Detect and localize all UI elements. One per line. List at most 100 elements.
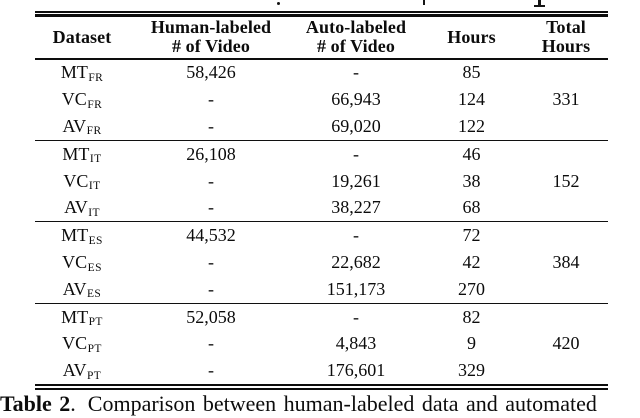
human-labeled-count-cell: 52,058 <box>186 306 236 327</box>
dataset-cell: AV IT <box>35 194 129 221</box>
hours-cell: 82 <box>462 306 481 327</box>
dataset-label: MT PT <box>61 306 103 329</box>
dataset-cell: MT PT <box>35 304 129 331</box>
dataset-label: VC PT <box>62 333 102 355</box>
dataset-name: MT <box>60 62 88 83</box>
cropped-text-fragment <box>423 0 425 5</box>
rule-line <box>35 11 608 13</box>
dataset-label: AV PT <box>63 360 102 382</box>
auto-labeled-count-cell: - <box>353 143 359 164</box>
dataset-language-subscript: PT <box>88 316 103 329</box>
dataset-label: MT FR <box>60 62 104 84</box>
hours-cell: 270 <box>458 278 485 299</box>
table-row: MT PT 52,058 - 82 <box>35 304 608 331</box>
rule-line <box>35 14 608 17</box>
dataset-label: VC FR <box>62 89 103 111</box>
dataset-language-subscript: ES <box>86 288 102 301</box>
dataset-cell: MT FR <box>35 60 129 87</box>
auto-labeled-count-cell: 66,943 <box>331 89 381 110</box>
table-row: AV FR - 69,020 122 <box>35 113 608 140</box>
auto-labeled-count-cell: - <box>353 306 359 327</box>
dataset-language-subscript: PT <box>87 342 102 355</box>
dataset-name: VC <box>63 170 89 191</box>
header-cell: Auto-labeled # of Video <box>293 17 419 58</box>
total-hours-cell: 152 <box>552 170 580 191</box>
cropped-text-fragment <box>538 0 541 6</box>
hours-cell: 329 <box>458 360 485 381</box>
dataset-language-subscript: PT <box>86 369 102 382</box>
table-header-row: Dataset Human-labeled # of Video Auto-label… <box>35 17 608 58</box>
hours-cell: 68 <box>462 197 481 218</box>
human-labeled-count-cell: - <box>208 115 214 136</box>
total-hours-empty-cell <box>524 113 608 140</box>
table-body: MT FR 58,426-85 VC FR -66,943 124 331 AV FR -69,02… <box>35 60 608 384</box>
table-row: AV PT - 176,601 329 <box>35 357 608 384</box>
header-line: Hours <box>541 36 591 57</box>
hours-cell: 122 <box>458 115 485 136</box>
group-separator-rule <box>35 221 608 223</box>
dataset-cell: VC PT <box>35 331 129 358</box>
dataset-label: AV FR <box>62 116 101 138</box>
header-line: # of Video <box>316 36 395 57</box>
human-labeled-count-cell: - <box>208 170 214 191</box>
auto-labeled-count-cell: 176,601 <box>326 360 386 381</box>
auto-labeled-count-cell: 151,173 <box>326 278 386 299</box>
dataset-label: MT IT <box>62 144 101 166</box>
dataset-language-subscript: IT <box>88 180 101 193</box>
human-labeled-count-cell: - <box>208 89 214 110</box>
dataset-language-subscript: ES <box>88 234 103 247</box>
auto-labeled-count-cell: 22,682 <box>331 252 381 273</box>
total-hours-cell: 420 <box>552 333 580 354</box>
header-line: # of Video <box>171 36 250 57</box>
auto-labeled-count-cell: 19,261 <box>331 170 381 191</box>
auto-labeled-count-cell: - <box>353 62 359 83</box>
dataset-label: VC IT <box>63 170 101 193</box>
table-row: VC PT - 4,843 9 420 <box>35 331 608 358</box>
header-cell: Hours <box>419 17 524 58</box>
total-hours-empty-cell <box>524 194 608 221</box>
human-labeled-count-cell: 26,108 <box>186 143 236 164</box>
human-labeled-count-cell: - <box>208 278 214 299</box>
dataset-cell: VC IT <box>35 168 129 195</box>
dataset-language-subscript: FR <box>88 71 104 84</box>
rule-line <box>35 388 608 390</box>
total-hours-empty-cell <box>524 357 608 384</box>
caption-label: Table 2 <box>0 391 71 416</box>
dataset-cell: MT IT <box>35 141 129 168</box>
human-labeled-count-cell: 58,426 <box>186 62 236 83</box>
total-hours-empty-cell <box>524 222 608 249</box>
table-row: VC ES - 22,682 42 384 <box>35 249 608 276</box>
table-row: AV IT - 38,227 68 <box>35 194 608 221</box>
dataset-name: AV <box>64 197 88 218</box>
human-labeled-count-cell: - <box>208 252 214 273</box>
total-hours-empty-cell <box>524 141 608 168</box>
header-line: Human-labeled <box>150 17 272 38</box>
human-labeled-count-cell: 44,532 <box>186 225 236 246</box>
hours-cell: 42 <box>462 252 481 273</box>
data-table: Dataset Human-labeled # of Video Auto-label… <box>35 11 608 390</box>
dataset-label: VC ES <box>62 252 102 274</box>
total-hours-empty-cell <box>524 60 608 87</box>
total-hours-empty-cell <box>524 304 608 331</box>
group-separator-rule <box>35 139 608 142</box>
header-cell: Human-labeled # of Video <box>129 17 293 58</box>
header-line: Dataset <box>52 26 112 47</box>
dataset-language-subscript: FR <box>87 98 103 111</box>
dataset-name: VC <box>62 252 88 273</box>
hours-cell: 38 <box>462 170 481 191</box>
hours-cell: 124 <box>458 89 485 110</box>
human-labeled-count-cell: - <box>208 360 214 381</box>
dataset-name: MT <box>61 306 89 327</box>
dataset-cell: AV ES <box>35 276 129 303</box>
dataset-cell: AV PT <box>35 357 129 384</box>
dataset-cell: VC ES <box>35 249 129 276</box>
caption-text: Comparison between human-labeled data an… <box>87 391 597 416</box>
auto-labeled-count-cell: 69,020 <box>331 115 381 136</box>
cropped-text-fragment <box>534 5 545 7</box>
table-row: AV ES - 151,173 270 <box>35 276 608 303</box>
human-labeled-count-cell: - <box>208 197 214 218</box>
caption-separator: . <box>70 391 76 416</box>
dataset-name: MT <box>61 225 89 246</box>
dataset-name: AV <box>62 278 87 299</box>
dataset-language-subscript: ES <box>87 261 102 274</box>
